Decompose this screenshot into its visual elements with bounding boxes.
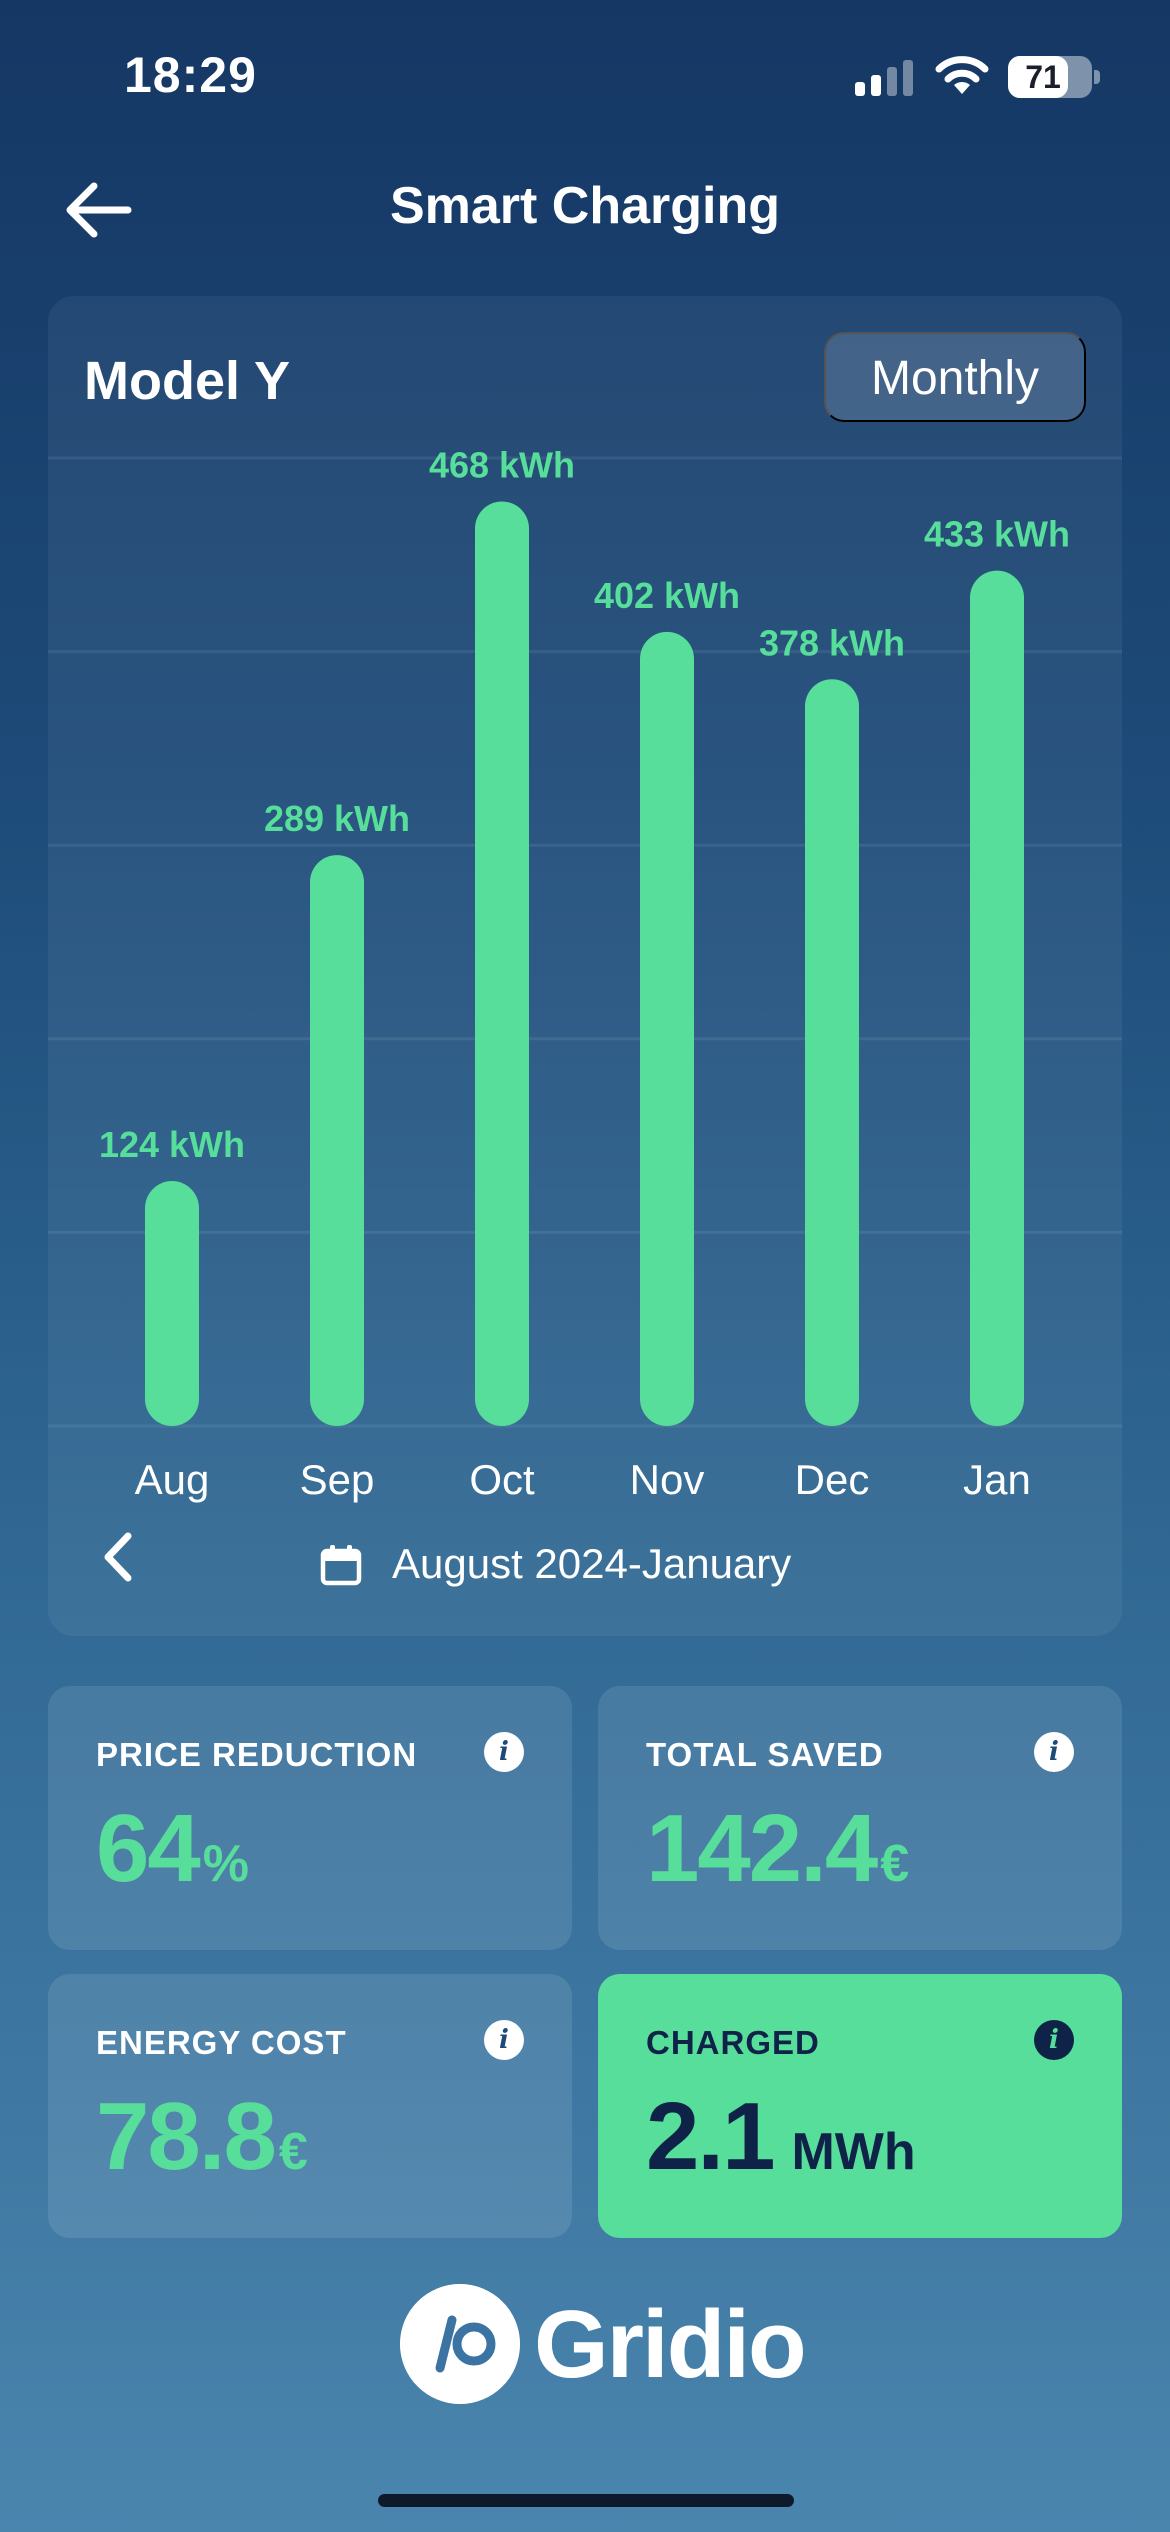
charged-tile: CHARGED i 2.1 MWh [598,1974,1122,2238]
chart-tick-label: Sep [300,1456,375,1503]
chart-bar-oct[interactable] [475,501,529,1426]
chart-labels: 124 kWh Aug 289 kWh Sep 468 kWh Oct 402 kWh Nov… [99,444,1070,1503]
stat-value: 64% [96,1794,249,1904]
stat-value: 142.4€ [646,1794,909,1904]
cellular-signal-icon [855,60,915,96]
info-icon[interactable]: i [1034,2020,1074,2060]
info-icon[interactable]: i [1034,1732,1074,1772]
stat-label: PRICE REDUCTION [96,1736,418,1773]
stat-value: 78.8€ [96,2082,308,2192]
vehicle-name[interactable]: Model Y [84,351,291,411]
chart-data-label: 433 kWh [924,514,1070,555]
chart-bar-jan[interactable] [970,570,1024,1426]
info-icon[interactable]: i [484,1732,524,1772]
chart-data-label: 468 kWh [429,444,575,485]
stat-unit: € [880,1835,910,1893]
chart-tick-label: Jan [963,1456,1031,1503]
chart-data-label: 289 kWh [264,798,410,839]
previous-range-button[interactable] [88,1522,148,1592]
stat-number: 78.8 [96,2083,277,2190]
wifi-icon [935,56,989,94]
date-range-label[interactable]: August 2024-January [392,1540,792,1587]
chart-data-label: 124 kWh [99,1124,245,1165]
home-indicator[interactable] [378,2494,794,2507]
stat-label: TOTAL SAVED [646,1736,884,1773]
chart-data-label: 378 kWh [759,622,905,663]
stat-unit: MWh [791,2123,916,2181]
stat-unit: % [202,1835,250,1893]
gridio-logo-mark-icon [400,2284,520,2404]
stat-number: 64 [96,1795,201,1902]
chart-tick-label: Dec [795,1456,870,1503]
gridio-logo: Gridio [400,2282,807,2406]
back-button[interactable] [58,170,138,250]
monthly-energy-chart: 124 kWh Aug 289 kWh Sep 468 kWh Oct 402 kWh Nov… [48,444,1122,1503]
total-saved-tile: TOTAL SAVED i 142.4€ [598,1686,1122,1950]
energy-cost-tile: ENERGY COST i 78.8€ [48,1974,572,2238]
chart-bar-aug[interactable] [145,1181,199,1426]
chart-data-label: 402 kWh [594,575,740,616]
battery-nub [1094,70,1100,84]
chart-bar-sep[interactable] [310,855,364,1426]
period-toggle-button[interactable]: Monthly [824,332,1086,422]
status-bar: 18:29 71 [0,0,1170,150]
stat-number: 142.4 [646,1795,878,1902]
gridio-logo-text: Gridio [534,2291,807,2398]
chart-bar-nov[interactable] [640,631,694,1426]
info-icon[interactable]: i [484,2020,524,2060]
stat-value: 2.1 MWh [646,2082,916,2192]
chart-tick-label: Nov [630,1456,705,1503]
stat-label: CHARGED [646,2024,820,2061]
calendar-icon [320,1545,362,1586]
stat-unit: € [278,2123,308,2181]
battery-level: 71 [1025,59,1061,95]
chart-tick-label: Aug [135,1456,210,1503]
chevron-left-icon [104,1532,132,1582]
stat-number: 2.1 [646,2083,775,2190]
arrow-left-icon [66,182,132,238]
charging-chart-card: Model Y Monthly 124 kWh Aug 289 kWh Sep 468 … [48,296,1122,1636]
chart-gridlines [48,456,1122,1428]
status-time: 18:29 [124,47,257,103]
battery-icon: 71 [1008,56,1092,98]
page-title: Smart Charging [389,177,781,235]
chart-bar-dec[interactable] [805,679,859,1426]
stat-label: ENERGY COST [96,2024,347,2061]
price-reduction-tile: PRICE REDUCTION i 64% [48,1686,572,1950]
battery-fill [1008,56,1068,98]
chart-bars [145,501,1024,1426]
chart-tick-label: Oct [469,1456,535,1503]
